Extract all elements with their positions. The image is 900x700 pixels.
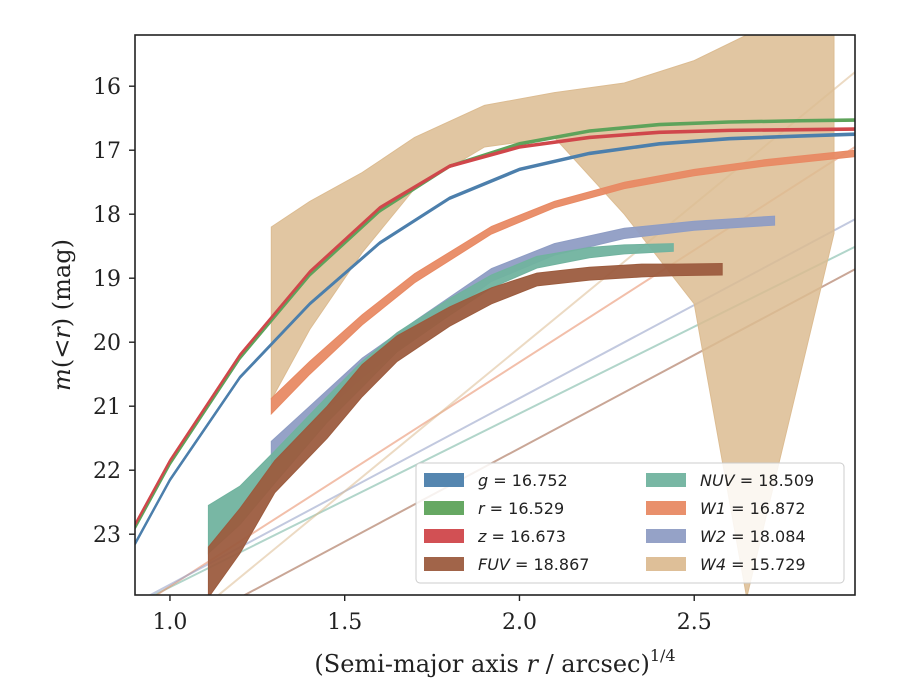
plot-frame [134, 34, 856, 596]
legend-label: z = 16.673 [477, 527, 566, 546]
legend-swatch [646, 473, 686, 487]
legend-label: g = 16.752 [478, 471, 568, 490]
legend-item-r: r = 16.529 [424, 499, 564, 518]
y-tick-label: 17 [93, 139, 121, 164]
plot-area [135, 35, 855, 595]
y-tick-label: 18 [93, 203, 121, 228]
legend-item-fuv: FUV = 18.867 [424, 555, 589, 574]
legend-swatch [646, 557, 686, 571]
y-tick-label: 23 [93, 523, 121, 548]
legend-label: r = 16.529 [478, 499, 564, 518]
series-fuv-band [207, 262, 723, 595]
axis-ticks: 1.0 1.5 2.0 2.5 16 17 18 19 20 21 22 23 [93, 75, 712, 635]
legend-item-nuv: NUV = 18.509 [646, 471, 814, 490]
y-tick-label: 21 [93, 395, 121, 420]
y-tick-label: 22 [93, 459, 121, 484]
legend-item-z: z = 16.673 [424, 527, 566, 546]
legend-item-w4: W4 = 15.729 [646, 555, 806, 574]
y-tick-label: 19 [93, 267, 121, 292]
legend-frame [415, 462, 845, 584]
y-tick-label: 20 [93, 331, 121, 356]
legend-swatch [424, 557, 464, 571]
legend-item-w2: W2 = 18.084 [646, 527, 806, 546]
legend-swatch [424, 501, 464, 515]
series-g-line [135, 133, 855, 545]
x-axis-label: (Semi-major axis r / arcsec)1/4 [314, 646, 675, 678]
legend-label: NUV = 18.509 [700, 471, 814, 490]
y-tick-label: 16 [93, 75, 121, 100]
legend-item-g: g = 16.752 [424, 471, 568, 490]
legend: g = 16.752 r = 16.529 z = 16.673 FUV = 18.8… [415, 462, 845, 584]
y-axis-label: m(<r) (mag) [48, 239, 76, 391]
legend-swatch [424, 473, 464, 487]
series-w1-band [270, 149, 855, 416]
x-tick-label: 2.5 [677, 610, 712, 635]
series-z-line [135, 127, 855, 526]
legend-label: W4 = 15.729 [700, 555, 806, 574]
x-tick-label: 1.0 [152, 610, 187, 635]
legend-label: FUV = 18.867 [478, 555, 589, 574]
legend-swatch [646, 501, 686, 515]
legend-item-w1: W1 = 16.872 [646, 499, 806, 518]
legend-swatch [424, 529, 464, 543]
x-tick-label: 2.0 [502, 610, 537, 635]
legend-swatch [646, 529, 686, 543]
legend-label: W1 = 16.872 [700, 499, 806, 518]
legend-label: W2 = 18.084 [700, 527, 806, 546]
x-tick-label: 1.5 [327, 610, 362, 635]
